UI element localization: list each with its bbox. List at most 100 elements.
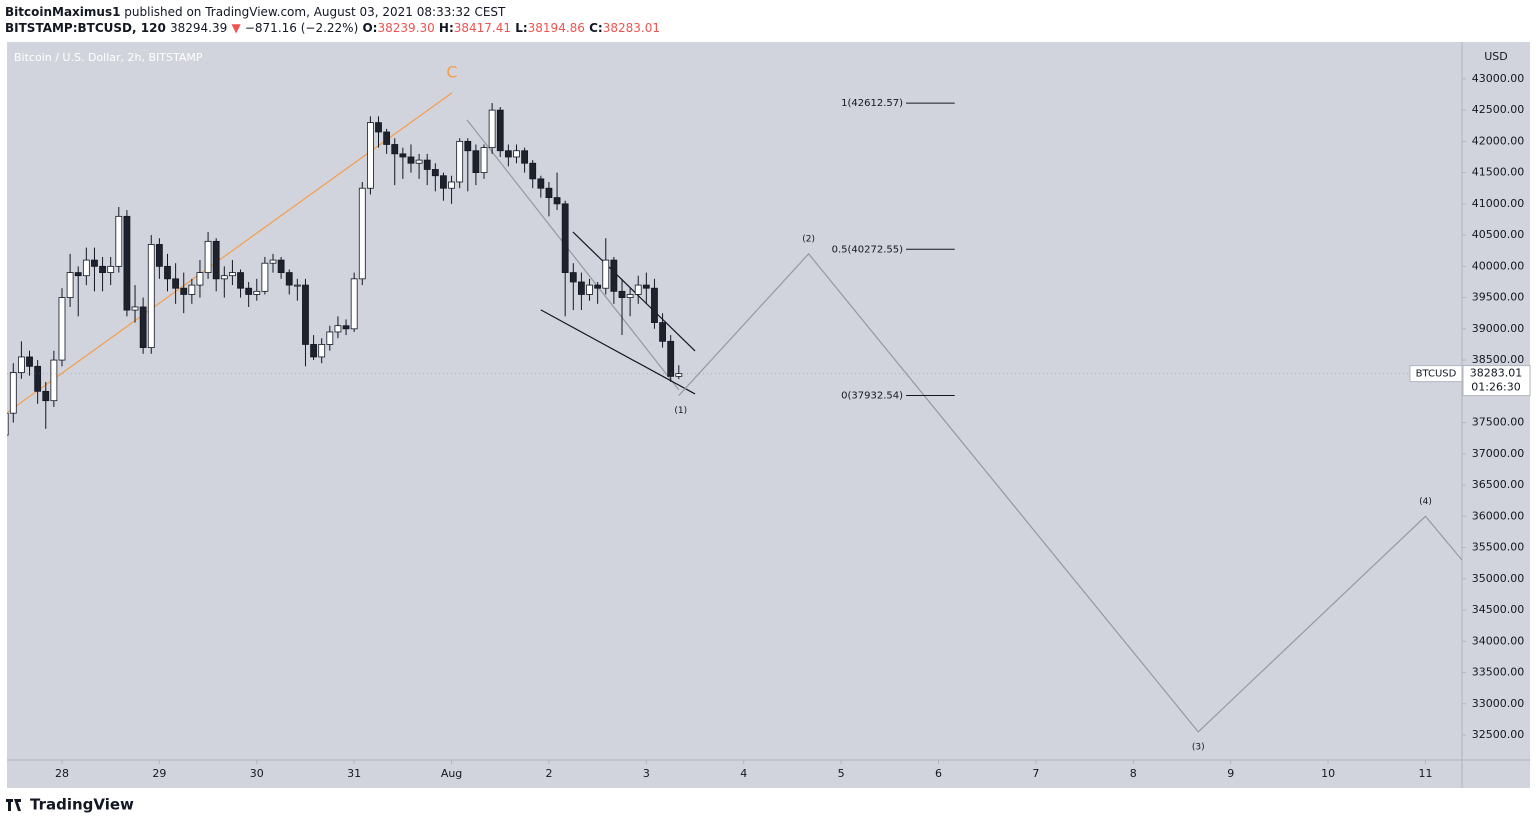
candle-body <box>383 131 391 145</box>
x-tick-label: 2 <box>545 767 552 780</box>
candle-body <box>66 272 74 298</box>
candle-body <box>196 272 204 286</box>
y-tick-label: 36500.00 <box>1472 478 1525 491</box>
candle-body <box>164 265 171 280</box>
candle-body <box>464 140 472 152</box>
candle-body <box>618 290 626 298</box>
candle-body <box>99 265 106 273</box>
candle-body <box>488 109 496 149</box>
candle-body <box>504 150 512 158</box>
x-axis-bg <box>7 760 1462 788</box>
wave-label: (3) <box>1192 742 1205 752</box>
candle-body <box>496 109 504 152</box>
countdown: 01:26:30 <box>1471 381 1520 394</box>
last-price: 38283.01 <box>1470 367 1523 380</box>
wave-path <box>678 252 1462 733</box>
candle-body <box>545 187 553 198</box>
y-tick-label: 42500.00 <box>1472 103 1525 116</box>
candle-body <box>553 197 561 205</box>
candle-body <box>310 344 317 358</box>
candle-body <box>237 272 244 289</box>
candle-body <box>578 281 585 295</box>
y-axis-label: USD <box>1484 50 1508 63</box>
candle-body <box>521 150 528 164</box>
candle-body <box>155 244 163 267</box>
candle-body <box>147 244 155 348</box>
price-box <box>1462 365 1531 397</box>
candle-body <box>480 147 488 174</box>
candle-body <box>204 240 212 273</box>
header: BitcoinMaximus1 published on TradingView… <box>5 5 506 19</box>
y-tick-label: 33500.00 <box>1472 666 1525 679</box>
symbol-line: BITSTAMP:BTCUSD, 120 38294.39 ▼ −871.16 … <box>5 21 660 35</box>
x-tick-label: 8 <box>1130 767 1137 780</box>
candle-body <box>180 287 188 295</box>
x-tick-label: 31 <box>347 767 361 780</box>
y-tick-label: 43000.00 <box>1472 72 1525 85</box>
y-tick-label: 33000.00 <box>1472 697 1525 710</box>
last: 38294.39 <box>170 21 227 35</box>
x-tick-label: 29 <box>152 767 166 780</box>
fib-label: 0(37932.54) <box>841 391 903 402</box>
candle-body <box>440 175 447 189</box>
candle-body <box>586 284 593 295</box>
symbol: BITSTAMP:BTCUSD, 120 <box>5 21 166 35</box>
plot-bg <box>7 42 1462 760</box>
candle-body <box>659 322 666 342</box>
wave-label: (2) <box>802 234 815 244</box>
x-tick-label: 6 <box>935 767 942 780</box>
candle-body <box>391 144 399 155</box>
y-tick-label: 42000.00 <box>1472 134 1525 147</box>
x-tick-label: Aug <box>441 767 462 780</box>
candle-body <box>448 181 455 189</box>
trend-line <box>466 119 680 391</box>
x-tick-label: 4 <box>740 767 747 780</box>
candle-body <box>220 275 228 280</box>
candle-body <box>58 297 66 361</box>
candle-body <box>423 159 431 170</box>
h-key: H: <box>439 21 454 35</box>
o-key: O: <box>362 21 377 35</box>
candle-body <box>318 344 326 358</box>
x-tick-label: 30 <box>250 767 264 780</box>
candle-body <box>42 390 50 402</box>
candle-body <box>131 306 139 311</box>
candle-body <box>513 150 520 158</box>
candle-body <box>115 215 123 267</box>
x-tick-label: 9 <box>1227 767 1234 780</box>
candle-body <box>277 259 285 273</box>
y-tick-label: 40500.00 <box>1472 228 1525 241</box>
candle-body <box>358 187 366 280</box>
candle-body <box>139 306 147 348</box>
logo <box>6 799 21 811</box>
candle-body <box>634 284 642 295</box>
candle-body <box>229 272 236 277</box>
trend-line <box>572 231 696 352</box>
x-tick-label: 11 <box>1418 767 1432 780</box>
candle-body <box>188 284 196 295</box>
fib-label: 1(42612.57) <box>841 98 903 109</box>
y-axis-bg <box>1462 42 1530 788</box>
candle-body <box>431 169 439 177</box>
candle-body <box>456 140 464 183</box>
candle-body <box>18 356 25 373</box>
candle-body <box>594 284 602 289</box>
author: BitcoinMaximus1 <box>5 5 120 19</box>
x-tick-label: 3 <box>643 767 650 780</box>
l-key: L: <box>515 21 527 35</box>
c-val: 38283.01 <box>603 21 660 35</box>
candle-body <box>602 259 610 289</box>
candle-body <box>334 325 342 333</box>
candle-body <box>375 122 382 133</box>
candle-body <box>651 287 658 323</box>
candle-body <box>675 373 683 377</box>
symbol-box <box>1409 365 1463 383</box>
x-tick-label: 10 <box>1321 767 1335 780</box>
candle-body <box>34 365 42 392</box>
candle-body <box>50 359 58 402</box>
candle-body <box>366 122 374 189</box>
trend-label: C <box>446 62 457 81</box>
y-tick-label: 34000.00 <box>1472 634 1525 647</box>
published: published on TradingView.com, August 03,… <box>124 5 506 19</box>
